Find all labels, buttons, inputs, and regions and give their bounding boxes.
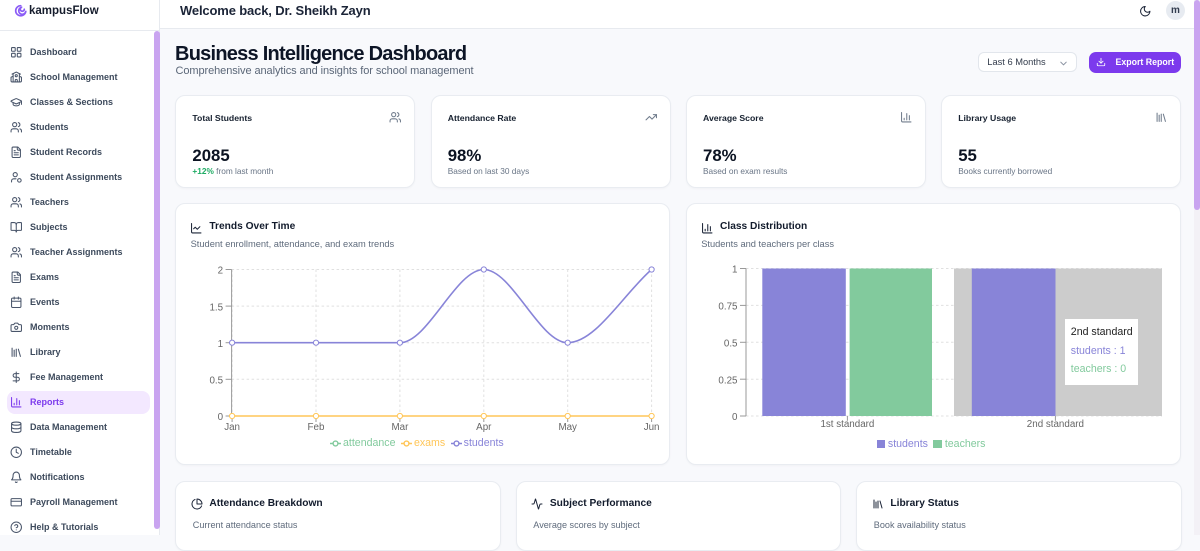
svg-text:Mar: Mar xyxy=(392,422,410,433)
svg-text:0: 0 xyxy=(218,412,224,423)
svg-text:0.75: 0.75 xyxy=(718,302,738,313)
svg-text:2nd standard: 2nd standard xyxy=(1027,419,1084,430)
svg-text:0: 0 xyxy=(732,412,738,423)
svg-text:May: May xyxy=(559,422,578,433)
svg-text:0.5: 0.5 xyxy=(724,339,738,350)
svg-text:0.25: 0.25 xyxy=(718,375,738,386)
svg-text:Jun: Jun xyxy=(644,422,660,433)
svg-text:Feb: Feb xyxy=(308,422,325,433)
svg-text:2: 2 xyxy=(218,266,223,277)
svg-text:0.5: 0.5 xyxy=(210,376,224,387)
svg-text:1.5: 1.5 xyxy=(210,302,224,313)
svg-text:1: 1 xyxy=(732,265,737,276)
svg-text:1st standard: 1st standard xyxy=(820,419,874,430)
svg-text:Apr: Apr xyxy=(477,422,493,433)
svg-text:1: 1 xyxy=(218,339,223,350)
svg-text:Jan: Jan xyxy=(225,422,241,433)
